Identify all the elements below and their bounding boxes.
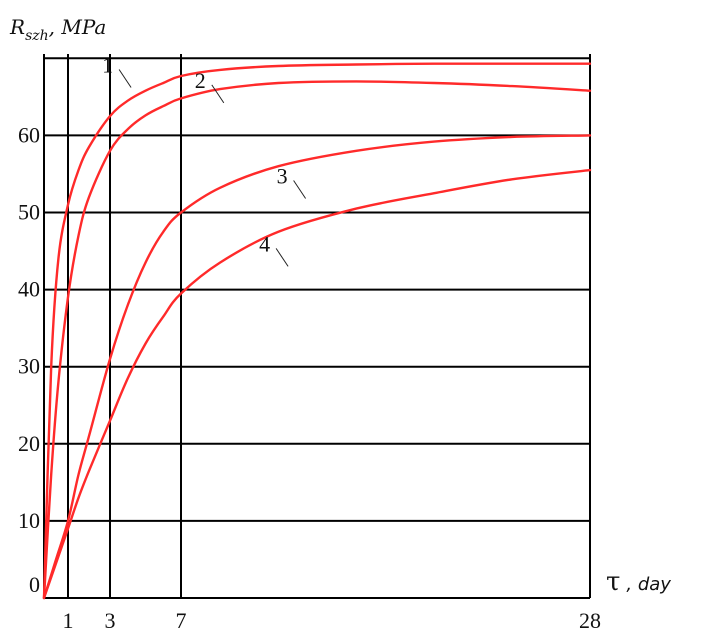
curve-label-leader [275,248,289,267]
y-axis-label-symbol: R [9,15,25,39]
x-axis-label-symbol: τ [606,567,620,597]
curve-label: 1 [102,53,113,78]
y-tick-label: 0 [29,572,40,597]
curve-label-leader [211,84,225,104]
y-tick-label: 40 [18,277,40,302]
x-tick-label: 7 [176,608,187,633]
grid [43,54,591,599]
x-axis-label-unit: , day [626,574,671,595]
y-tick-label: 10 [18,508,40,533]
curve-label-leader [293,180,307,199]
curve-label: 2 [195,68,206,93]
x-tick-label: 3 [105,608,116,633]
y-axis-label-subscript: szh [25,28,49,44]
curve-4 [42,168,592,600]
curve-label: 3 [277,164,288,189]
curves [42,62,592,600]
y-tick-label: 30 [18,354,40,379]
curve-3 [42,134,592,600]
y-tick-label: 60 [18,122,40,147]
curve-label: 4 [259,231,270,256]
x-tick-label: 1 [63,608,74,633]
curve-label-leader [118,69,132,88]
x-axis-label: τ , day [606,567,671,597]
x-tick-label: 28 [579,608,601,633]
y-axis-label-unit: , MPa [49,15,107,39]
y-tick-label: 20 [18,431,40,456]
y-axis-label: Rszh, MPa [9,15,106,44]
curve-labels: 1 2 3 4 [102,53,307,267]
curve-1 [42,62,592,600]
tick-labels: 0 10 20 30 40 50 60 1 3 7 28 [18,122,601,633]
y-tick-label: 50 [18,200,40,225]
curve-2 [42,80,592,600]
